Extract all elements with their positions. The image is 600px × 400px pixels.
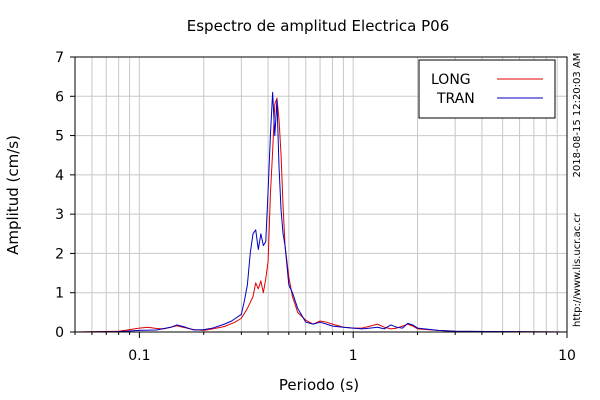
y-tick-label: 2	[55, 246, 64, 262]
y-tick-label: 1	[55, 286, 64, 302]
y-axis-label: Amplitud (cm/s)	[4, 135, 22, 255]
y-tick-label: 0	[55, 325, 64, 341]
legend-label-long: LONG	[431, 72, 471, 88]
grid	[75, 57, 567, 332]
plot-frame	[74, 56, 568, 333]
legend: LONG TRAN	[418, 59, 556, 119]
y-tick-label: 4	[55, 168, 64, 184]
x-tick-label: 10	[558, 348, 576, 364]
legend-box	[418, 59, 556, 119]
y-tick-label: 3	[55, 207, 64, 223]
tick-labels: 0 1 2 3 4 5 6 7 0.1 1 10	[55, 50, 576, 364]
y-tick-label: 5	[55, 129, 64, 145]
y-tick-label: 6	[55, 89, 64, 105]
series-line-long	[74, 97, 568, 333]
x-axis-label: Periodo (s)	[279, 376, 359, 394]
series-layer	[74, 91, 568, 333]
x-tick-label: 0.1	[128, 348, 150, 364]
series-line-tran	[74, 91, 568, 333]
y-tick-label: 7	[55, 50, 64, 66]
url-label: http://www.lis.ucr.ac.cr	[572, 212, 583, 327]
x-tick-label: 1	[349, 348, 358, 364]
chart-title: Espectro de amplitud Electrica P06	[187, 17, 450, 35]
legend-label-tran: TRAN	[436, 91, 475, 107]
timestamp-label: 2018-08-15 12:20:03 AM	[572, 53, 583, 178]
